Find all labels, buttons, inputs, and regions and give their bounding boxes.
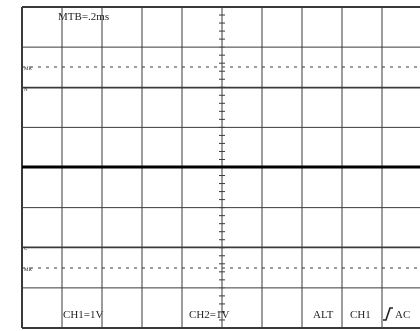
marker-upper-bottom: N <box>24 88 28 93</box>
reference-dashed-lines <box>22 66 420 269</box>
ch2-volts-readout: CH2=1V <box>189 309 229 321</box>
ch1-volts-readout: CH1=1V <box>63 309 103 321</box>
rising-edge-icon <box>383 307 393 321</box>
marker-lower-bottom: MR <box>24 268 32 273</box>
mode-readout: ALT <box>313 309 334 321</box>
marker-lower-top: C <box>24 247 28 252</box>
marker-upper-top: MR <box>24 67 32 72</box>
coupling-readout: AC <box>395 309 410 321</box>
timebase-readout: MTB=.2ms <box>58 11 109 23</box>
trigger-source-readout: CH1 <box>350 309 371 321</box>
